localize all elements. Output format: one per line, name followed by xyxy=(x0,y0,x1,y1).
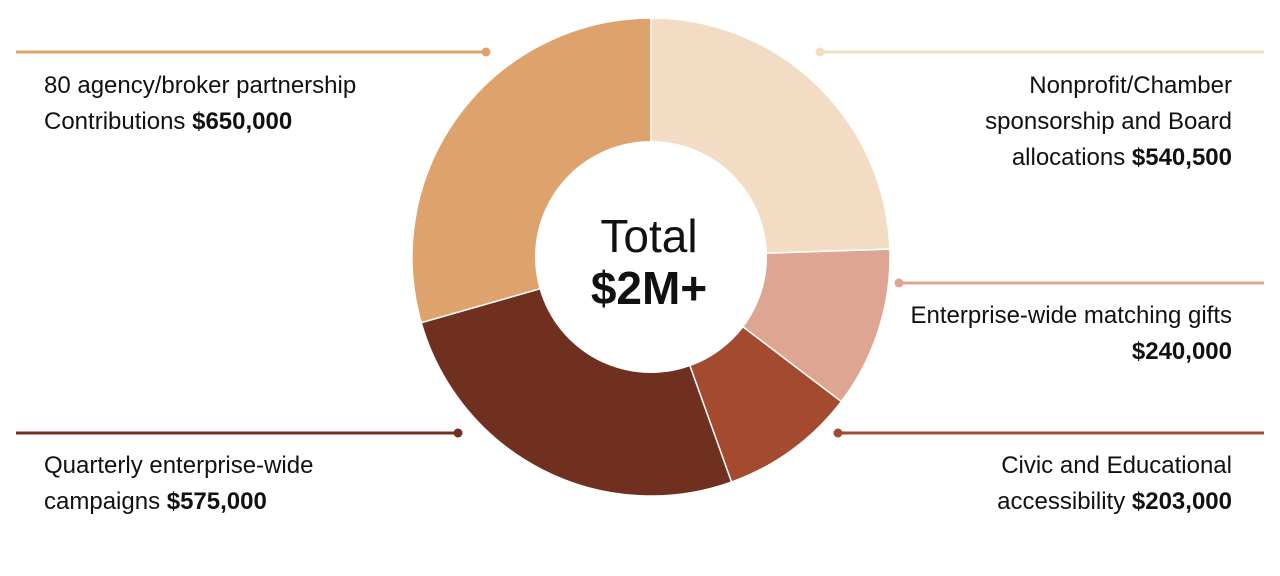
leader-lines xyxy=(16,47,1264,438)
slice-value-text: $240,000 xyxy=(1131,338,1232,365)
slice-label-text: Enterprise-wide matching gifts xyxy=(910,302,1232,329)
slice-label-agency-broker: 80 agency/broker partnership Contributio… xyxy=(44,68,424,140)
slice-value-text: $203,000 xyxy=(1131,488,1232,515)
slice-label-text: Nonprofit/Chamber sponsorship and Board … xyxy=(985,72,1232,171)
center-total-value: $2M+ xyxy=(591,262,707,314)
donut-hole xyxy=(535,141,767,373)
slice-label-quarterly-campaigns: Quarterly enterprise-wide campaigns $575… xyxy=(44,448,424,520)
center-total-label: Total xyxy=(600,210,697,262)
leader-dot-80-agency-broker xyxy=(481,47,491,57)
slice-label-text: Civic and Educational accessibility xyxy=(997,452,1232,515)
slice-label-text: Quarterly enterprise-wide campaigns xyxy=(44,452,314,515)
slice-label-civic-educational: Civic and Educational accessibility $203… xyxy=(900,448,1232,520)
leader-dot-quarterly-enterprise-wide xyxy=(453,428,463,438)
slice-value-text: $540,500 xyxy=(1131,144,1232,171)
leader-dot-nonprofit-chamber-sponsorship xyxy=(815,47,825,57)
leader-dot-civic-and xyxy=(833,428,843,438)
slice-label-nonprofit-chamber: Nonprofit/Chamber sponsorship and Board … xyxy=(900,68,1232,176)
slice-label-matching-gifts: Enterprise-wide matching gifts $240,000 xyxy=(900,298,1232,370)
slice-value-text: $650,000 xyxy=(192,108,293,135)
slice-value-text: $575,000 xyxy=(166,488,267,515)
leader-dot-enterprise-wide-matching xyxy=(894,278,904,288)
slice-label-text: 80 agency/broker partnership Contributio… xyxy=(44,72,357,135)
